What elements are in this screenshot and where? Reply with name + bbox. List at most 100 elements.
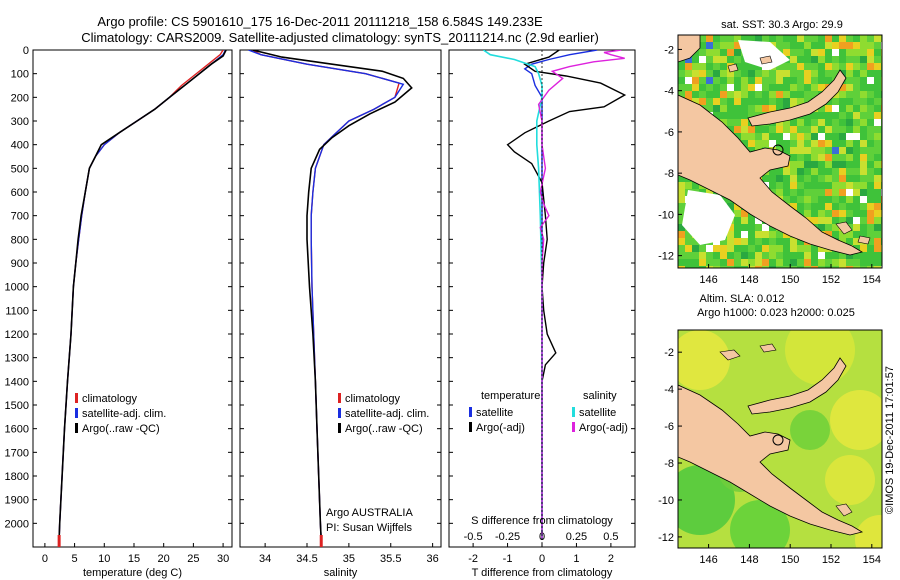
sst-cell <box>755 35 762 42</box>
sst-cell <box>867 63 874 70</box>
temperature-frame <box>32 49 233 548</box>
sst-cell <box>727 266 734 268</box>
sst-cell <box>713 63 720 70</box>
sla-map-title-line-1: Altim. SLA: 0.012 <box>700 293 785 305</box>
sla-anomaly-patch <box>855 515 882 548</box>
sst-cell <box>699 252 706 259</box>
sst-cell <box>811 119 818 126</box>
sst-cell <box>804 91 811 98</box>
sst-cell <box>825 210 832 217</box>
sst-cell <box>853 266 860 268</box>
sst-cell <box>804 98 811 105</box>
sla-map: Altim. SLA: 0.012 Argo h1000: 0.023 h200… <box>658 293 883 566</box>
sst-cell <box>874 119 881 126</box>
sst-cell <box>860 196 867 203</box>
sst-cell <box>727 203 734 210</box>
sst-cell <box>867 210 874 217</box>
sst-cell <box>727 35 734 42</box>
sst-cell <box>832 189 839 196</box>
sst-cell <box>853 133 860 140</box>
sst-map-argo-marker <box>772 144 784 156</box>
sst-cell <box>839 266 846 268</box>
sst-cell <box>762 70 769 77</box>
sst-cell <box>797 147 804 154</box>
sst-cell <box>874 126 881 133</box>
salinity-legend-label: satellite-adj. clim. <box>345 408 429 420</box>
depth-tick-label: 700 <box>11 211 29 223</box>
sst-map-xtick-label: 154 <box>863 274 881 286</box>
sst-cell <box>783 91 790 98</box>
sst-cell <box>839 42 846 49</box>
sst-cell <box>741 84 748 91</box>
depth-tick-label: 1400 <box>5 376 29 388</box>
sst-cell <box>776 175 783 182</box>
sla-map-xtick-label: 150 <box>781 554 799 566</box>
sst-cell <box>860 147 867 154</box>
sst-cell <box>790 70 797 77</box>
sst-cell <box>678 210 685 217</box>
sst-cell <box>867 133 874 140</box>
sst-cell <box>685 252 692 259</box>
sst-cell <box>692 238 699 245</box>
sst-cell <box>846 56 853 63</box>
sst-cell <box>860 161 867 168</box>
salinity-xtick-label: 34.5 <box>296 553 317 565</box>
sst-cell <box>811 140 818 147</box>
sst-cell <box>755 105 762 112</box>
sst-cell <box>790 161 797 168</box>
sst-cell <box>839 63 846 70</box>
sst-cell <box>713 105 720 112</box>
sla-map-ytick-label: -6 <box>664 421 674 433</box>
sst-cell <box>839 168 846 175</box>
sst-cell <box>713 56 720 63</box>
sst-cell <box>748 133 755 140</box>
depth-tick-label: 1800 <box>5 471 29 483</box>
salinity-lines <box>248 50 413 540</box>
sst-cell <box>713 77 720 84</box>
temperature-xtick-label: 25 <box>187 553 199 565</box>
depth-tick-label: 1700 <box>5 447 29 459</box>
sst-cell <box>818 154 825 161</box>
sst-cell <box>741 259 748 266</box>
temperature-panel: 0100200300400500600700800900100011001200… <box>5 45 233 579</box>
sst-cell <box>727 231 734 238</box>
sst-cell <box>734 203 741 210</box>
sst-cell <box>734 70 741 77</box>
sst-cell <box>846 182 853 189</box>
salinity-xtick-label: 35 <box>343 553 355 565</box>
sst-cell <box>762 252 769 259</box>
sst-cell <box>706 259 713 266</box>
sst-cell <box>685 182 692 189</box>
sst-cell <box>741 217 748 224</box>
sla-anomaly-patch <box>678 330 730 390</box>
sst-cell <box>685 70 692 77</box>
sst-cell <box>678 189 685 196</box>
temperature-lines <box>58 50 227 540</box>
difference-legend-swatch <box>469 422 472 432</box>
sst-cell <box>818 49 825 56</box>
sst-cell <box>825 175 832 182</box>
sst-cell <box>734 42 741 49</box>
difference-legend-label: Argo(-adj) <box>476 422 525 434</box>
sst-cell <box>860 266 867 268</box>
sst-cell <box>853 42 860 49</box>
sst-cell <box>818 224 825 231</box>
sla-map-argo-marker <box>772 434 784 446</box>
sst-cell <box>699 77 706 84</box>
sst-cell <box>874 112 881 119</box>
sst-cell <box>692 98 699 105</box>
sst-cell <box>713 266 720 268</box>
sst-cell <box>860 49 867 56</box>
sst-cell <box>860 154 867 161</box>
sst-cell <box>713 70 720 77</box>
depth-tick-label: 300 <box>11 116 29 128</box>
sst-cell <box>804 140 811 147</box>
sst-cell <box>832 56 839 63</box>
sst-cell <box>678 266 685 268</box>
temperature-xtick-label: 0 <box>42 553 48 565</box>
sst-cell <box>748 70 755 77</box>
sst-cell <box>769 126 776 133</box>
sst-cell <box>853 189 860 196</box>
sst-cell <box>832 98 839 105</box>
sst-cell <box>811 84 818 91</box>
